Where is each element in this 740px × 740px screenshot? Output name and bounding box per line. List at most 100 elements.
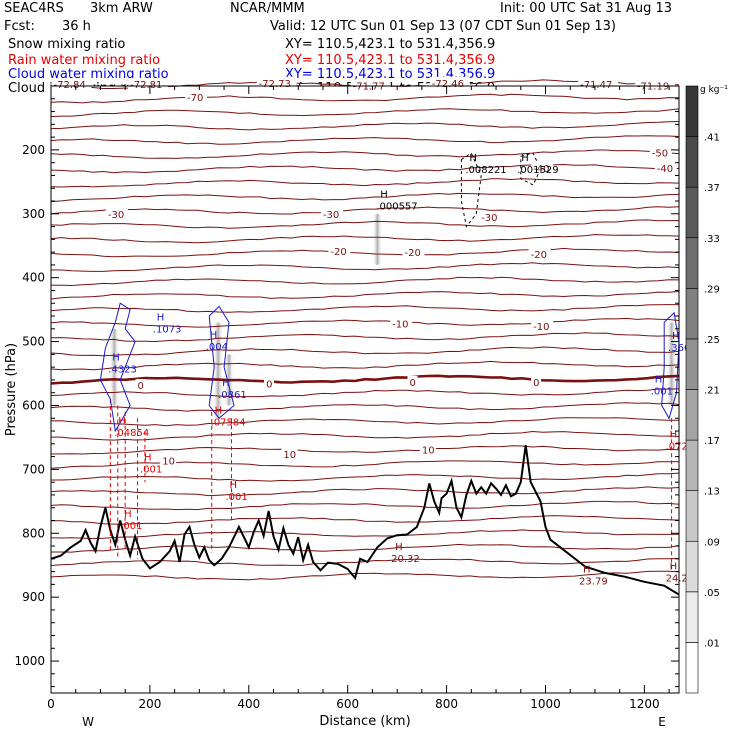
maximum-marker: H — [144, 453, 152, 464]
isotherm-line — [51, 472, 680, 482]
colorbar-tick-label: .25 — [704, 335, 720, 346]
isotherm-line — [50, 135, 680, 145]
x-tick-label: 200 — [138, 697, 161, 711]
isotherm-line — [50, 163, 680, 174]
isotherm-line — [50, 388, 680, 398]
isotherm-label: 10 — [422, 446, 435, 457]
y-tick-label: 400 — [22, 271, 45, 285]
isotherm-line — [50, 402, 680, 412]
maximum-marker: H — [229, 480, 237, 491]
isotherm-line — [50, 460, 680, 469]
cloud-water-contour — [99, 302, 136, 433]
maximum-marker: H — [118, 416, 126, 427]
maximum-label: .001529 — [517, 165, 558, 176]
maximum-marker: H — [670, 561, 678, 572]
isotherm-label: -10 — [392, 320, 408, 331]
x-tick-label: 1000 — [530, 697, 561, 711]
isotherm-line — [50, 206, 680, 215]
isotherm-line — [50, 178, 680, 188]
isotherm-label-bg — [184, 90, 207, 103]
isotherm-label: -40 — [657, 164, 673, 175]
isotherm-label: -10 — [533, 322, 549, 333]
maximum-marker: H — [672, 331, 680, 342]
maximum-label: 20.32 — [391, 554, 420, 565]
y-tick-label: 900 — [22, 590, 45, 604]
west-label: W — [82, 715, 94, 729]
colorbar-tick-label: .41 — [704, 133, 720, 144]
maximum-label: .001 — [651, 387, 673, 398]
isotherm-line — [50, 317, 680, 328]
maximum-marker: H — [222, 378, 230, 389]
isotherm-label-bg — [128, 78, 169, 91]
header-fcst-label: Fcst: — [4, 19, 35, 34]
header-org: NCAR/MMM — [230, 1, 305, 16]
isotherm-label: 0 — [266, 380, 272, 391]
isotherm-line — [50, 276, 680, 287]
maximum-label: .0721 — [666, 442, 695, 453]
isotherm-label-bg — [531, 375, 542, 388]
isotherm-label-bg — [531, 320, 554, 333]
isotherm-line — [51, 543, 680, 553]
isotherm-line — [50, 570, 680, 581]
y-tick-label: 800 — [22, 526, 45, 540]
isotherm-label: -71.19 — [637, 81, 669, 92]
y-tick-label: 600 — [22, 398, 45, 412]
header-valid: Valid: 12 UTC Sun 01 Sep 13 (07 CDT Sun … — [270, 19, 616, 34]
x-tick-label: 600 — [336, 697, 359, 711]
y-tick-label: 300 — [22, 207, 45, 221]
isotherm-label-bg — [528, 248, 551, 261]
isotherm-line — [50, 121, 680, 131]
isotherm-label-bg — [264, 377, 275, 390]
isotherm-line — [50, 247, 680, 258]
plot-frame — [50, 85, 680, 694]
isotherm-label: -30 — [481, 213, 497, 224]
isotherm-line — [50, 219, 680, 229]
colorbar-tick-label: .09 — [704, 537, 720, 548]
isotherm-line — [50, 486, 680, 497]
isotherm-label-bg — [654, 161, 677, 174]
isotherm-label-bg — [407, 375, 418, 388]
colorbar-unit: g kg⁻¹ — [700, 85, 728, 95]
isotherm-line — [50, 93, 680, 104]
isotherm-label: 0 — [410, 378, 416, 389]
isotherm-line — [50, 346, 680, 357]
maximum-label: .001 — [140, 465, 162, 476]
isotherm-line — [51, 515, 680, 525]
isotherm-line — [51, 430, 680, 441]
colorbar-bin — [685, 642, 699, 694]
colorbar-bin — [685, 490, 699, 542]
maximum-marker: H — [395, 542, 403, 553]
plot-area — [51, 86, 679, 693]
isotherm-label: 10 — [283, 450, 296, 461]
x-tick-label: 400 — [237, 697, 260, 711]
isotherm-label: -40 — [533, 164, 549, 175]
colorbar-bin — [685, 237, 699, 289]
colorbar-tick-label: .33 — [704, 234, 720, 245]
isotherm-label: -30 — [108, 210, 124, 221]
isotherm-label-bg — [328, 244, 351, 257]
isotherm-label: -20 — [531, 250, 547, 261]
y-tick-label: 1000 — [14, 654, 45, 668]
y-axis-label: Pressure (hPa) — [4, 343, 19, 436]
x-tick-label: 1200 — [629, 697, 660, 711]
isotherm-line — [50, 233, 680, 244]
maximum-label: .008221 — [465, 165, 506, 176]
isotherm-label-bg — [350, 79, 391, 92]
y-tick-label: 200 — [22, 143, 45, 157]
terrain-line — [50, 444, 680, 596]
isotherm-label: 0 — [533, 378, 539, 389]
isotherm-label-bg — [135, 379, 146, 392]
isotherm-label-bg — [531, 161, 554, 174]
maximum-marker: H — [124, 509, 132, 520]
maximum-marker: H — [583, 564, 591, 575]
field-rain-name: Rain water mixing ratio — [8, 53, 161, 68]
isotherm-label-bg — [320, 207, 343, 220]
isotherm-line — [50, 500, 680, 511]
isotherm-zero — [50, 374, 680, 385]
maximum-label: .000557 — [376, 201, 417, 212]
colorbar-bin — [685, 389, 699, 441]
snow-shading-column — [372, 213, 383, 265]
header-model: 3km ARW — [90, 1, 153, 16]
isotherm-line — [51, 262, 680, 272]
east-label: E — [658, 715, 666, 729]
